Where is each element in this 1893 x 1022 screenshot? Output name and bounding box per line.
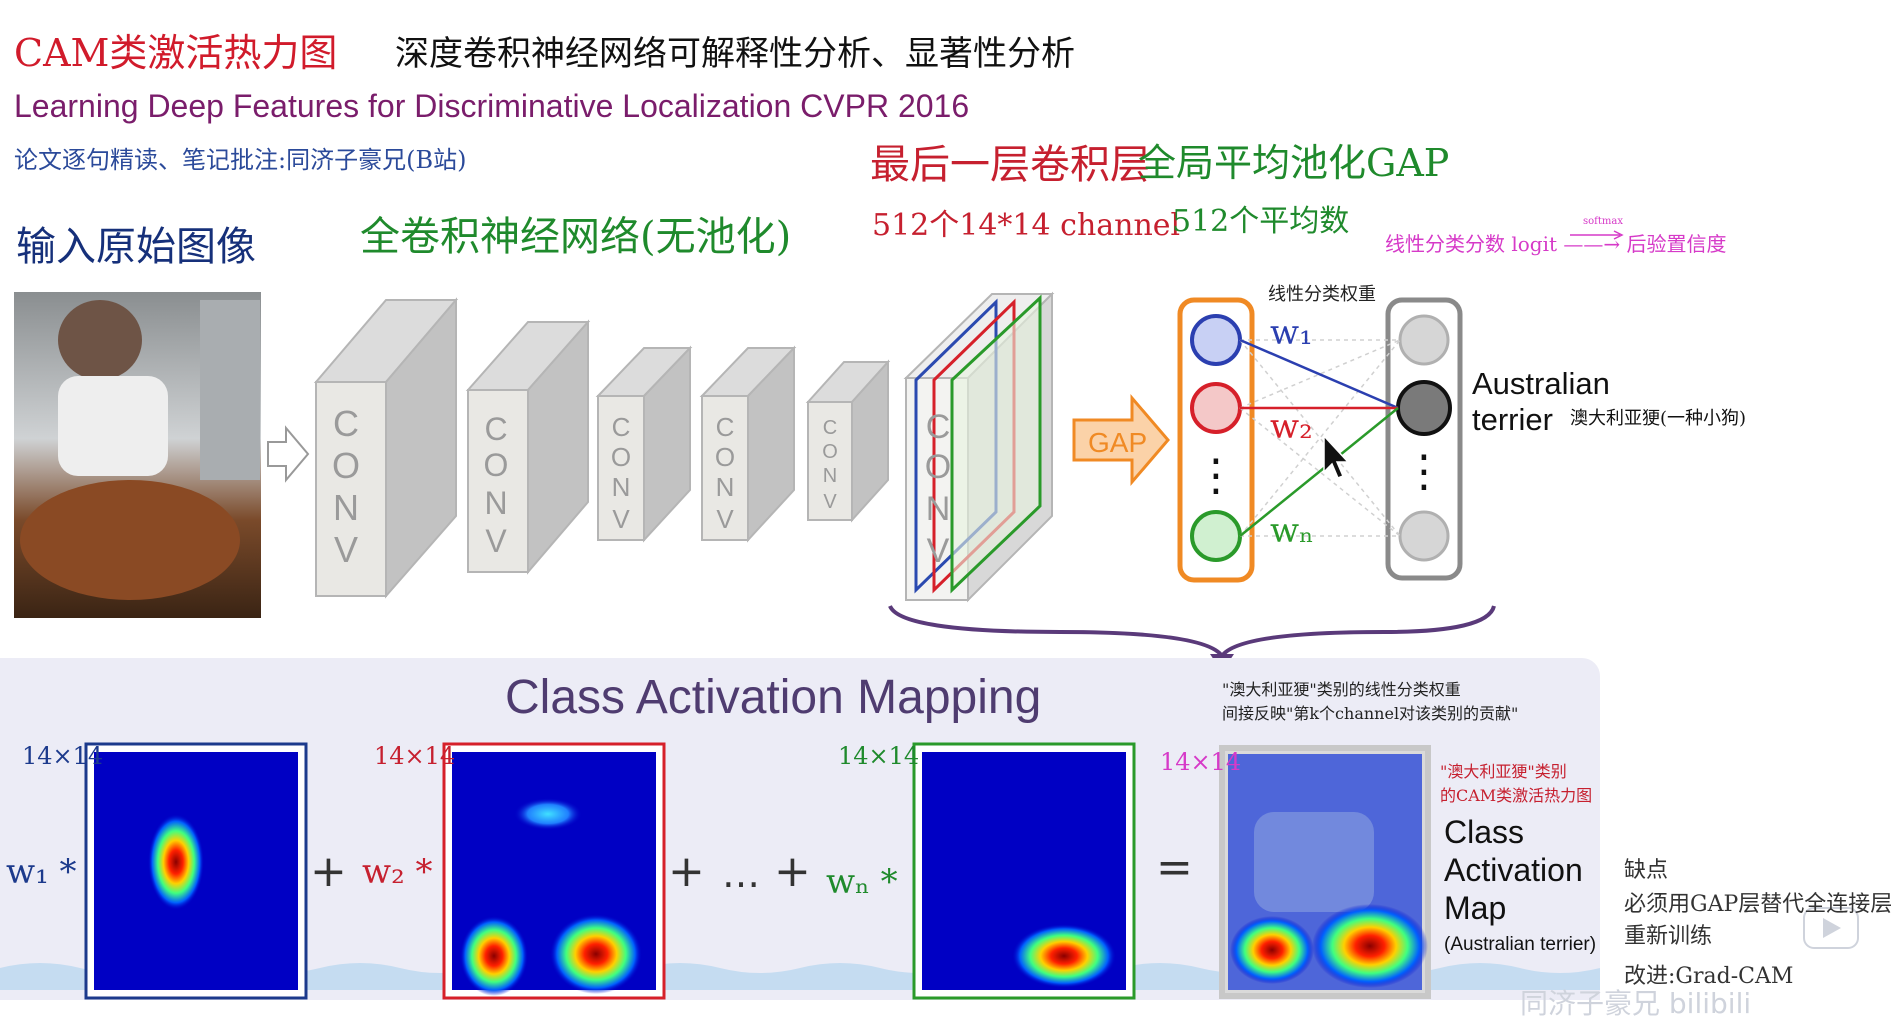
gap-vector — [1177, 297, 1255, 583]
plus-sign: + — [310, 846, 347, 897]
result-label-map: Map — [1444, 890, 1507, 926]
label-weights: 线性分类权重 — [1268, 284, 1376, 305]
conv-letter: N — [926, 490, 951, 528]
cam-weight-1: w₁ * — [6, 852, 77, 892]
result-heatmap — [1219, 745, 1431, 999]
title-black: 深度卷积神经网络可解释性分析、显著性分析 — [395, 34, 1075, 74]
equals-sign: = — [1156, 842, 1193, 893]
conv-letter: C — [926, 408, 951, 446]
fc-dashed-lines — [1239, 339, 1401, 537]
conv-block-6 — [903, 291, 1055, 603]
conv-block-1 — [313, 297, 459, 599]
fc-weight-n: wₙ — [1270, 511, 1314, 551]
weight-line-1 — [1239, 338, 1399, 410]
conv-letter: N — [484, 485, 507, 521]
conv-letter: C — [484, 411, 507, 447]
cam-note-b: 间接反映"第k个channel对该类别的贡献" — [1222, 704, 1519, 723]
conv-letter: O — [822, 441, 838, 463]
conv-letter: O — [484, 447, 509, 483]
gap-vdots: ⋮ — [1194, 450, 1238, 501]
conv-letter: C — [333, 403, 359, 444]
dim-label-n: 14×14 — [838, 742, 920, 770]
label-fcn: 全卷积神经网络(无池化) — [360, 214, 792, 260]
cam-weight-n: wₙ * — [826, 862, 898, 902]
result-label-class: Class — [1444, 814, 1525, 850]
label-terrier-cn: 澳大利亚㹴(一种小狗) — [1570, 408, 1747, 429]
result-label-activation: Activation — [1444, 852, 1583, 888]
conv-block-2 — [465, 319, 591, 575]
output-node-n — [1398, 510, 1450, 562]
output-vector — [1385, 297, 1463, 581]
dim-label-2: 14×14 — [374, 742, 456, 770]
cons-title: 缺点 — [1624, 858, 1669, 883]
softmax-arrowhead-icon — [1613, 230, 1624, 240]
output-vdots: ⋮ — [1402, 446, 1446, 497]
paper-title: Learning Deep Features for Discriminativ… — [14, 88, 970, 124]
conv-letter: V — [927, 532, 950, 570]
conv-block-5 — [805, 359, 891, 523]
fc-weight-2: w₂ — [1270, 407, 1313, 447]
cam-note-a: "澳大利亚㹴"类别的线性分类权重 — [1222, 680, 1461, 699]
author-note: 论文逐句精读、笔记批注:同济子豪兄(B站) — [14, 146, 467, 174]
result-label-class-name: (Australian terrier) — [1444, 934, 1597, 955]
conv-letter: O — [925, 448, 951, 486]
conv-block-3 — [595, 345, 693, 543]
conv-letter: N — [716, 472, 735, 502]
input-arrow-icon — [267, 425, 310, 483]
input-photo — [14, 292, 261, 618]
dim-label-1: 14×14 — [22, 742, 104, 770]
label-input-image: 输入原始图像 — [16, 224, 256, 270]
conv-letter: V — [823, 491, 837, 513]
plus-sign: + — [774, 846, 811, 897]
conv-letter: C — [612, 412, 631, 442]
plus-sign: + — [668, 846, 705, 897]
result-note-a: "澳大利亚㹴"类别 — [1440, 762, 1567, 781]
label-last-conv: 最后一层卷积层 — [870, 142, 1150, 188]
heatmap-1 — [84, 742, 308, 1000]
conv-letter: O — [715, 442, 735, 472]
label-terrier: terrier — [1472, 402, 1553, 437]
cam-title: Class Activation Mapping — [505, 671, 1042, 724]
title-red: CAM类激活热力图 — [14, 31, 338, 75]
wave — [0, 963, 1600, 990]
label-softmax: softmax — [1583, 216, 1623, 227]
cons-line-1: 必须用GAP层替代全连接层 — [1624, 892, 1893, 917]
cons-line-3: 改进:Grad-CAM — [1624, 964, 1794, 989]
conv-letter: O — [611, 442, 631, 472]
conv-letter: V — [485, 523, 507, 559]
conv-letter: C — [823, 417, 837, 439]
play-icon[interactable] — [1823, 918, 1841, 938]
conv-labels: C O N V C O N V C O N V C O N V C O N V … — [332, 403, 951, 570]
cons-line-2: 重新训练 — [1624, 924, 1713, 949]
conv-letter: V — [716, 504, 734, 534]
heatmap-2 — [442, 742, 666, 1000]
mouse-cursor-icon — [1323, 434, 1350, 479]
result-note-b: 的CAM类激活热力图 — [1440, 786, 1593, 805]
fc-weight-1: w₁ — [1270, 313, 1313, 353]
label-logit: 线性分类分数 logit ——→ 后验置信度 — [1385, 232, 1727, 256]
label-gap: 全局平均池化GAP — [1138, 141, 1450, 185]
heatmap-n — [912, 742, 1136, 1000]
conv-letter: N — [612, 472, 631, 502]
conv-letter: V — [334, 529, 358, 570]
gap-arrow-icon — [1072, 393, 1170, 487]
gap-label: GAP — [1088, 427, 1147, 458]
conv-letter: C — [716, 412, 735, 442]
conv-letter: N — [823, 465, 837, 487]
dim-label-result: 14×14 — [1160, 748, 1242, 776]
conv-block-4 — [699, 345, 797, 543]
weight-line-n — [1239, 407, 1399, 537]
conv-letter: V — [612, 504, 630, 534]
label-512-channels: 512个14*14 channel — [872, 208, 1181, 243]
conv-letter: N — [333, 487, 359, 528]
label-australian: Australian — [1472, 366, 1610, 401]
conv-letter: O — [332, 445, 360, 486]
ellipsis: … — [722, 852, 760, 896]
cam-weight-2: w₂ * — [362, 852, 433, 892]
label-512-averages: 512个平均数 — [1172, 204, 1350, 239]
watermark: 同济子豪兄 bilibili — [1520, 987, 1752, 1020]
output-node-1 — [1398, 314, 1450, 366]
